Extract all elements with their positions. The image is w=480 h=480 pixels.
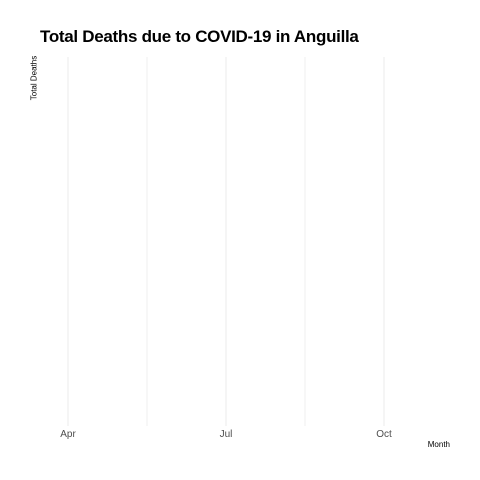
chart-title: Total Deaths due to COVID-19 in Anguilla (40, 27, 359, 46)
x-tick-label: Oct (376, 429, 392, 440)
x-axis-label: Month (427, 440, 450, 449)
x-tick-label: Jul (220, 429, 233, 440)
x-tick-label: Apr (60, 429, 76, 440)
